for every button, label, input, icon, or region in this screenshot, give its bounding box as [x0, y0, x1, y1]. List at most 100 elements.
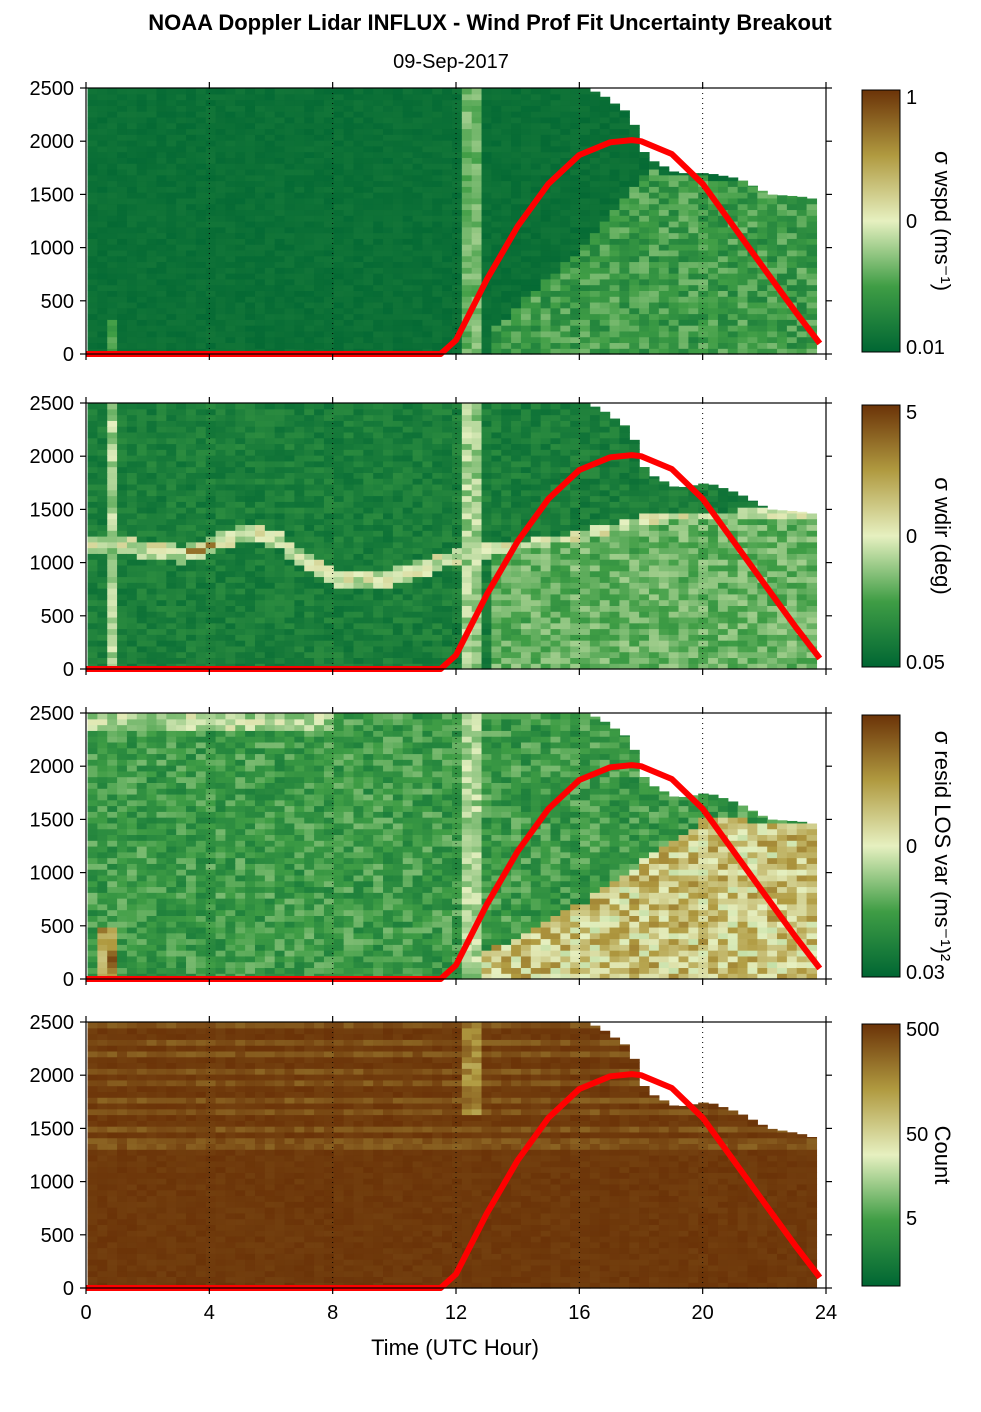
heatmap-cell	[501, 313, 512, 320]
heatmap-cell	[520, 278, 532, 286]
heatmap-cell	[156, 134, 167, 141]
heatmap-cell	[383, 530, 394, 537]
heatmap-cell	[402, 605, 414, 612]
heatmap-cell	[284, 278, 295, 286]
heatmap-cell	[304, 582, 315, 589]
heatmap-cell	[205, 570, 217, 578]
heatmap-cell	[215, 174, 227, 182]
heatmap-cell	[609, 111, 621, 118]
heatmap-cell	[323, 244, 335, 251]
heatmap-cell	[136, 93, 148, 101]
heatmap-cell	[471, 134, 483, 141]
heatmap-cell	[117, 576, 128, 583]
heatmap-cell	[461, 238, 473, 245]
heatmap-cell	[560, 99, 571, 106]
heatmap-cell	[166, 273, 177, 280]
heatmap-cell	[87, 524, 98, 531]
heatmap-cell	[402, 203, 414, 211]
heatmap-cell	[402, 261, 414, 268]
heatmap-cell	[353, 122, 364, 130]
heatmap-cell	[156, 431, 167, 439]
heatmap-cell	[146, 180, 158, 187]
heatmap-cell	[314, 296, 325, 303]
heatmap-cell	[205, 599, 217, 606]
heatmap-cell	[117, 495, 128, 502]
heatmap-cell	[343, 455, 355, 462]
heatmap-cell	[264, 88, 276, 95]
heatmap-cell	[156, 238, 167, 245]
heatmap-cell	[126, 489, 138, 497]
heatmap-cell	[87, 507, 98, 514]
heatmap-cell	[254, 640, 266, 647]
heatmap-cell	[471, 342, 483, 349]
heatmap-cell	[176, 174, 187, 182]
heatmap-cell	[254, 197, 266, 205]
heatmap-cell	[333, 342, 345, 349]
heatmap-cell	[294, 518, 305, 526]
heatmap-cell	[205, 261, 217, 268]
heatmap-cell	[87, 342, 98, 349]
heatmap-cell	[225, 209, 236, 216]
heatmap-cell	[658, 174, 670, 182]
heatmap-cell	[87, 483, 98, 491]
heatmap-cell	[461, 140, 473, 147]
heatmap-cell	[97, 278, 108, 286]
heatmap-cell	[570, 232, 581, 239]
heatmap-cell	[481, 296, 492, 303]
heatmap-cell	[422, 472, 433, 479]
heatmap-cell	[235, 564, 246, 572]
heatmap-cell	[254, 313, 266, 320]
heatmap-cell	[126, 192, 138, 199]
heatmap-cell	[373, 238, 384, 245]
heatmap-cell	[432, 128, 443, 135]
heatmap-cell	[648, 284, 660, 291]
heatmap-cell	[166, 244, 177, 251]
heatmap-cell	[166, 93, 177, 101]
heatmap-cell	[520, 290, 532, 297]
heatmap-cell	[451, 472, 463, 479]
heatmap-cell	[284, 93, 295, 101]
heatmap-cell	[156, 408, 167, 416]
heatmap-cell	[777, 221, 788, 228]
heatmap-cell	[353, 203, 364, 211]
heatmap-cell	[146, 408, 158, 416]
heatmap-cell	[806, 342, 818, 349]
heatmap-cell	[205, 628, 217, 635]
heatmap-cell	[461, 645, 473, 653]
heatmap-cell	[629, 267, 640, 274]
heatmap-cell	[215, 134, 227, 141]
heatmap-cell	[225, 226, 236, 234]
heatmap-cell	[461, 244, 473, 251]
heatmap-cell	[264, 99, 276, 106]
heatmap-cell	[708, 186, 719, 193]
heatmap-cell	[343, 244, 355, 251]
heatmap-cell	[491, 319, 502, 326]
heatmap-cell	[87, 455, 98, 462]
heatmap-cell	[166, 255, 177, 263]
heatmap-cell	[688, 296, 699, 303]
heatmap-cell	[294, 145, 305, 153]
heatmap-cell	[126, 431, 138, 439]
heatmap-cell	[678, 330, 689, 338]
heatmap-cell	[264, 541, 276, 549]
heatmap-cell	[235, 518, 246, 526]
heatmap-cell	[205, 611, 217, 618]
heatmap-cell	[107, 599, 118, 606]
heatmap-cell	[274, 88, 286, 95]
heatmap-cell	[225, 495, 236, 502]
heatmap-cell	[373, 140, 384, 147]
heatmap-cell	[205, 530, 217, 537]
heatmap-cell	[422, 232, 433, 239]
heatmap-cell	[284, 559, 295, 566]
heatmap-cell	[422, 651, 433, 659]
heatmap-cell	[117, 88, 128, 95]
heatmap-cell	[737, 221, 749, 228]
heatmap-cell	[254, 290, 266, 297]
heatmap-cell	[97, 261, 108, 268]
heatmap-cell	[668, 174, 680, 182]
heatmap-cell	[619, 267, 630, 274]
heatmap-cell	[383, 278, 394, 286]
heatmap-cell	[225, 455, 236, 462]
heatmap-cell	[392, 168, 404, 176]
heatmap-cell	[323, 593, 335, 601]
